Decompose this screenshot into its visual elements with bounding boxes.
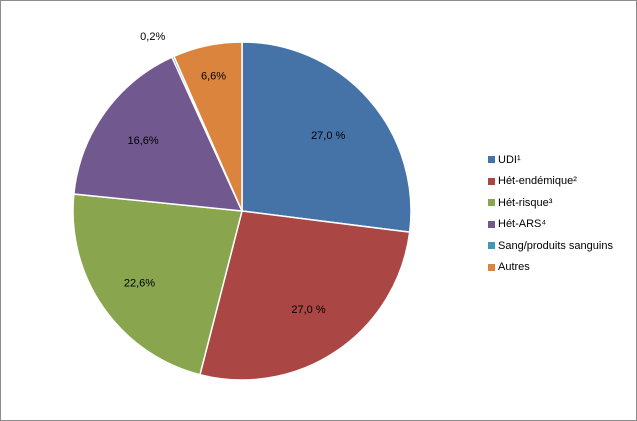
pie-slice-het-risque [72, 193, 243, 376]
pie-slices [72, 41, 412, 381]
pie-slice-autres [172, 41, 243, 212]
legend: UDI¹ Hét-endémique² Hét-risque³ Hét-ARS⁴… [488, 149, 613, 278]
legend-label-autres: Autres [498, 261, 530, 274]
legend-item-het-risque: Hét-risque³ [488, 192, 613, 214]
legend-item-sang-produits-sanguins: Sang/produits sanguins [488, 235, 613, 257]
data-label-sang-produits-sanguins: 0,2% [140, 31, 165, 43]
data-label-autres: 6,6% [201, 70, 226, 82]
legend-swatch-het-risque [488, 199, 495, 207]
pie-slice-het-ars [73, 56, 244, 212]
legend-swatch-autres [488, 263, 495, 271]
legend-item-het-endemique: Hét-endémique² [488, 171, 613, 193]
legend-swatch-udi [488, 156, 495, 164]
legend-label-sang-produits-sanguins: Sang/produits sanguins [498, 239, 613, 252]
legend-item-het-ars: Hét-ARS⁴ [488, 214, 613, 236]
legend-item-udi: UDI¹ [488, 149, 613, 171]
data-label-het-risque: 22,6% [124, 278, 155, 290]
legend-label-udi: UDI¹ [498, 153, 521, 166]
data-label-udi: 27,0 % [311, 130, 345, 142]
legend-swatch-het-endemique [488, 177, 495, 185]
legend-label-het-risque: Hét-risque³ [498, 196, 553, 209]
legend-item-autres: Autres [488, 257, 613, 279]
legend-label-het-endemique: Hét-endémique² [498, 175, 577, 188]
legend-swatch-sang-produits-sanguins [488, 242, 495, 250]
legend-swatch-het-ars [488, 220, 495, 228]
pie-slice-het-endemique [199, 210, 411, 381]
pie-slice-udi [241, 41, 412, 234]
legend-label-het-ars: Hét-ARS⁴ [498, 218, 547, 231]
data-label-het-endemique: 27,0 % [291, 304, 325, 316]
data-label-het-ars: 16,6% [127, 135, 158, 147]
pie-data-labels: 27,0 % 27,0 % 22,6% 16,6% 0,2% 6,6% [124, 31, 346, 316]
